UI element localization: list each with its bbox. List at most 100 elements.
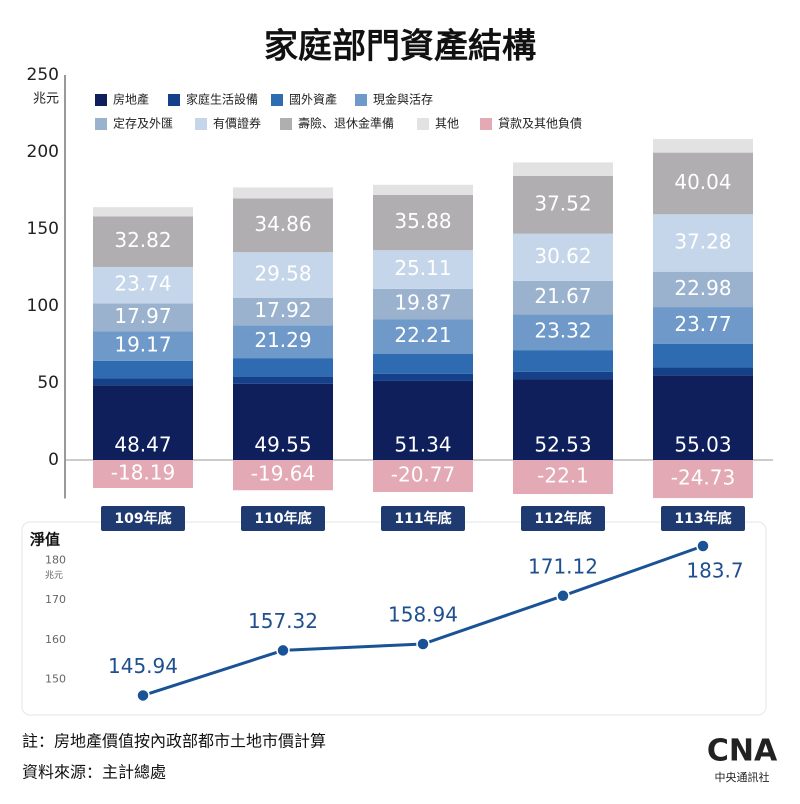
y-tick-label: 50	[37, 373, 59, 393]
value-label: 32.82	[114, 228, 171, 252]
bar-segment	[373, 353, 473, 374]
x-tick-label: 109年底	[114, 510, 171, 527]
legend-label: 其他	[435, 117, 459, 131]
legend-swatch	[168, 94, 180, 106]
bar-segment	[653, 139, 753, 153]
point	[696, 539, 710, 553]
bar-segment	[513, 379, 613, 460]
bar-segment	[513, 314, 613, 351]
value-label: 37.52	[534, 191, 591, 215]
y-tick-label: 150	[45, 672, 66, 685]
category-badge	[381, 506, 465, 531]
bar-segment	[233, 376, 333, 384]
bar-segment	[233, 198, 333, 253]
bar-segment	[513, 175, 613, 234]
value-label: 48.47	[114, 433, 171, 457]
bar-segment	[653, 367, 753, 376]
point	[276, 643, 290, 658]
legend-swatch	[355, 94, 367, 106]
value-label: 22.98	[674, 276, 731, 300]
category-badge	[521, 506, 605, 531]
legend-label: 家庭生活設備	[186, 92, 258, 107]
value-label: 23.32	[534, 319, 591, 343]
legend-label: 房地產	[113, 92, 149, 107]
value-label: 145.94	[108, 654, 178, 678]
y-unit: 兆元	[33, 92, 59, 107]
bar-segment	[513, 350, 613, 372]
legend-label: 貸款及其他負債	[498, 116, 582, 131]
y-tick-label: 100	[27, 296, 59, 316]
legend-label: 有價證券	[213, 116, 261, 131]
logo-name: 中央通訊社	[715, 770, 770, 784]
bar-segment	[93, 385, 193, 460]
category-badge	[101, 506, 185, 531]
value-label: 17.92	[254, 298, 311, 322]
bar-segment	[653, 214, 753, 272]
bar-segment	[373, 194, 473, 251]
value-label: 19.17	[114, 332, 171, 356]
bar-segment	[653, 152, 753, 215]
value-label: 183.7	[686, 558, 743, 582]
legend-swatch	[95, 118, 107, 130]
legend-swatch	[280, 118, 292, 130]
legend-swatch	[95, 94, 107, 106]
bar-segment	[373, 380, 473, 460]
bar-segment	[233, 187, 333, 199]
point	[556, 589, 570, 603]
bar-segment	[233, 460, 333, 491]
y-unit: 兆元	[45, 570, 63, 581]
y-tick-label: 150	[27, 219, 59, 239]
value-label: 51.34	[394, 433, 451, 457]
bar-segment	[93, 207, 193, 217]
y-tick-label: 0	[48, 450, 59, 470]
value-label: 37.28	[674, 229, 731, 253]
bar-segment	[513, 460, 613, 495]
bar-segment	[233, 252, 333, 298]
value-label: 25.11	[394, 256, 451, 280]
value-label: -19.64	[251, 462, 315, 486]
bar-segment	[233, 325, 333, 359]
bar-segment	[93, 303, 193, 332]
bar-segment	[93, 378, 193, 386]
bar-segment	[373, 319, 473, 354]
value-label: 40.04	[674, 170, 731, 194]
value-label: 21.67	[534, 284, 591, 308]
note: 註：房地產價值按內政部都市土地市價計算	[22, 732, 326, 751]
bar-segment	[513, 233, 613, 281]
value-label: 52.53	[534, 433, 591, 457]
bar-segment	[93, 331, 193, 361]
bar-segment	[93, 266, 193, 304]
value-label: -18.19	[111, 461, 175, 485]
legend-swatch	[271, 94, 283, 106]
bar-segment	[513, 371, 613, 380]
point	[416, 637, 430, 651]
legend-swatch	[480, 118, 492, 130]
value-label: 17.97	[114, 304, 171, 328]
value-label: 55.03	[674, 433, 731, 457]
value-label: 23.74	[114, 272, 171, 296]
value-label: 158.94	[388, 602, 458, 626]
category-badge	[241, 506, 325, 531]
value-label: 23.77	[674, 312, 731, 336]
value-label: 19.87	[394, 291, 451, 315]
bar-segment	[93, 360, 193, 379]
bar-segment	[373, 373, 473, 381]
bar-segment	[373, 184, 473, 195]
category-badge	[661, 506, 745, 531]
y-tick-label: 250	[27, 65, 59, 85]
x-tick-label: 113年底	[674, 510, 731, 527]
value-label: 29.58	[254, 261, 311, 285]
value-label: 34.86	[254, 212, 311, 236]
legend-swatch	[195, 118, 207, 130]
y-tick-label: 180	[45, 554, 66, 567]
legend-label: 國外資產	[289, 92, 337, 107]
line-title: 淨值	[30, 531, 60, 549]
point	[136, 688, 150, 703]
bar-segment	[513, 280, 613, 315]
bar-segment	[233, 297, 333, 326]
x-tick-label: 111年底	[394, 510, 451, 527]
value-label: 30.62	[534, 244, 591, 268]
value-label: -24.73	[671, 466, 735, 490]
value-label: 21.29	[254, 328, 311, 352]
x-tick-label: 110年底	[254, 510, 311, 527]
